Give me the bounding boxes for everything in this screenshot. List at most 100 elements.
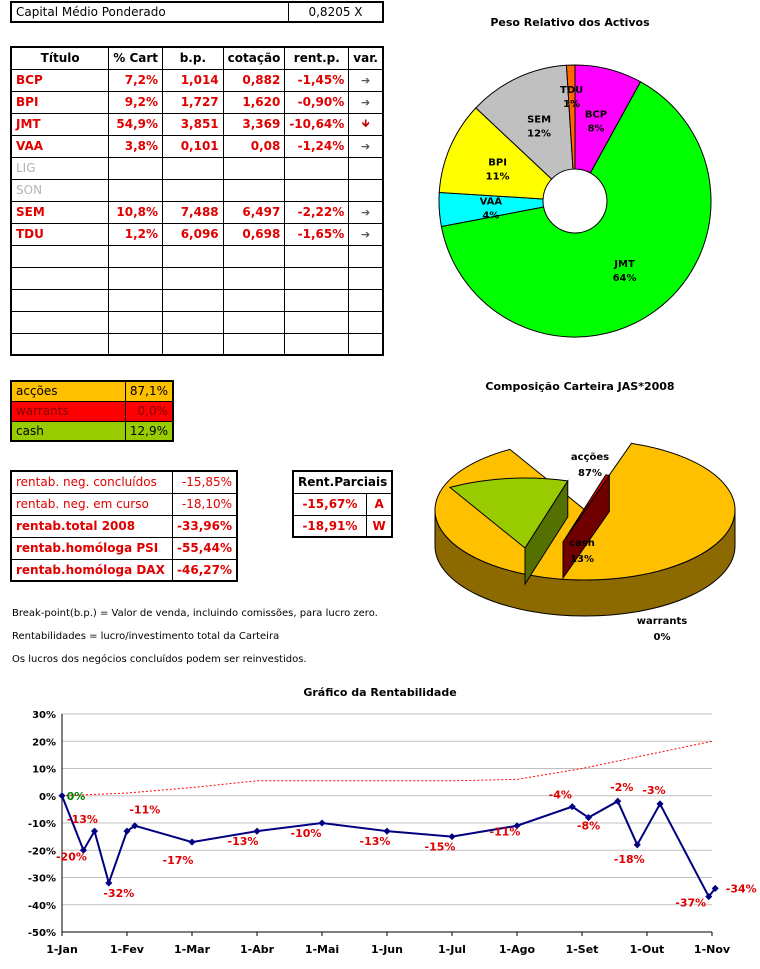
rentab-row: rentab. neg. concluídos -15,85% — [10, 470, 238, 494]
data-label: -13% — [228, 835, 259, 848]
asset-bp: 1,727 — [162, 90, 224, 114]
asset-var-icon — [348, 156, 384, 180]
data-label: -34% — [726, 882, 757, 895]
parciais-value: -18,91% — [292, 514, 367, 538]
asset-cotacao: 6,497 — [222, 200, 286, 224]
asset-title: BCP — [10, 68, 110, 92]
y-tick-label: 20% — [32, 737, 56, 748]
assets-table: Título % Cart b.p. cotação rent.p. var. … — [10, 46, 384, 356]
col-rent: rent.p. — [284, 46, 350, 70]
doughnut-value: 11% — [486, 172, 510, 183]
parciais-value: -15,67% — [292, 492, 367, 516]
data-label: -3% — [642, 784, 665, 797]
asset-var-icon — [348, 266, 384, 290]
asset-bp — [162, 310, 224, 334]
rentab-table: rentab. neg. concluídos -15,85% rentab. ne… — [10, 470, 238, 582]
composition-row: acções 87,1% — [10, 380, 174, 402]
data-label: -13% — [360, 835, 391, 848]
asset-bp: 6,096 — [162, 222, 224, 246]
rentab-value: -15,85% — [172, 470, 238, 494]
doughnut-label: JMT — [613, 259, 635, 270]
y-tick-label: 30% — [32, 710, 56, 721]
asset-title: SEM — [10, 200, 110, 224]
composition-table: acções 87,1% warrants 0,0% cash 12,9% — [10, 380, 174, 442]
data-label: -2% — [610, 781, 633, 794]
asset-rent: -10,64% — [284, 112, 350, 136]
asset-cart: 1,2% — [108, 222, 164, 246]
asset-cart: 10,8% — [108, 200, 164, 224]
col-titulo: Título — [10, 46, 110, 70]
composition-row: warrants 0,0% — [10, 400, 174, 422]
asset-rent — [284, 178, 350, 202]
data-label: -37% — [675, 897, 706, 910]
doughnut-value: 8% — [587, 123, 604, 134]
data-label: -13% — [67, 813, 98, 826]
data-label: -8% — [577, 820, 600, 833]
rentab-label: rentab. neg. em curso — [10, 492, 174, 516]
asset-title: LIG — [10, 156, 110, 180]
y-tick-label: -40% — [28, 901, 56, 912]
asset-var-icon: ➔ — [348, 134, 384, 158]
asset-cart — [108, 178, 164, 202]
asset-var-icon: ➔ — [348, 90, 384, 114]
x-tick-label: 1-Ago — [499, 943, 536, 956]
parciais-tag: W — [365, 514, 393, 538]
asset-rent: -1,24% — [284, 134, 350, 158]
asset-cotacao: 1,620 — [222, 90, 286, 114]
parciais-tag: A — [365, 492, 393, 516]
pie3d-slice-warrants — [562, 474, 611, 543]
capital-value: 0,8205 X — [288, 1, 384, 23]
asset-title — [10, 266, 110, 290]
rentab-value: -33,96% — [172, 514, 238, 538]
pie3d-label: cash — [569, 538, 595, 549]
asset-title — [10, 310, 110, 334]
asset-var-icon — [348, 178, 384, 202]
data-label: -4% — [549, 789, 572, 802]
composition-value: 12,9% — [124, 420, 174, 442]
doughnut-label: VAA — [480, 196, 503, 207]
col-cart: % Cart — [108, 46, 164, 70]
col-var: var. — [348, 46, 384, 70]
data-point — [656, 800, 664, 808]
asset-title: VAA — [10, 134, 110, 158]
asset-rent: -1,45% — [284, 68, 350, 92]
pie3d-slice-cash — [448, 477, 569, 549]
asset-bp: 1,014 — [162, 68, 224, 92]
table-row — [10, 266, 384, 290]
asset-cart — [108, 288, 164, 312]
line-title: Gráfico da Rentabilidade — [303, 686, 457, 699]
asset-bp: 7,488 — [162, 200, 224, 224]
doughnut-title: Peso Relativo dos Activos — [490, 16, 650, 29]
x-tick-label: 1-Mar — [174, 943, 211, 956]
asset-cart: 9,2% — [108, 90, 164, 114]
pie3d-title: Composição Carteira JAS*2008 — [485, 380, 675, 393]
x-tick-label: 1-Out — [630, 943, 665, 956]
doughnut-value: 12% — [527, 129, 551, 140]
table-row: TDU 1,2% 6,096 0,698 -1,65% ➔ — [10, 222, 384, 246]
asset-rent: -0,90% — [284, 90, 350, 114]
asset-title: BPI — [10, 90, 110, 114]
doughnut-chart: BCP 8% JMT 64% VAA 4% BPI 11% SEM 12% TDU 1% — [438, 64, 712, 338]
x-tick-label: 1-Mai — [305, 943, 339, 956]
col-bp: b.p. — [162, 46, 224, 70]
data-point — [79, 846, 87, 854]
rent-parciais-table: Rent.Parciais -15,67% A -18,91% W — [292, 470, 394, 538]
asset-var-icon — [348, 244, 384, 268]
pie3d-value: 87% — [578, 468, 602, 479]
x-tick-label: 1-Fev — [110, 943, 145, 956]
doughnut-label: BPI — [488, 158, 507, 169]
asset-rent — [284, 288, 350, 312]
y-tick-label: -30% — [28, 874, 56, 885]
capital-label: Capital Médio Ponderado — [10, 1, 289, 23]
composition-label: warrants — [10, 400, 126, 422]
x-tick-label: 1-Jan — [46, 943, 78, 956]
asset-var-icon — [348, 310, 384, 334]
asset-cotacao: 0,698 — [222, 222, 286, 246]
data-label: -11% — [490, 826, 521, 839]
asset-rent — [284, 244, 350, 268]
table-header-row: Título % Cart b.p. cotação rent.p. var. — [10, 46, 384, 70]
asset-var-icon: 🡻 — [348, 112, 384, 136]
rentab-value: -18,10% — [172, 492, 238, 516]
asset-cotacao — [222, 288, 286, 312]
asset-rent: -1,65% — [284, 222, 350, 246]
